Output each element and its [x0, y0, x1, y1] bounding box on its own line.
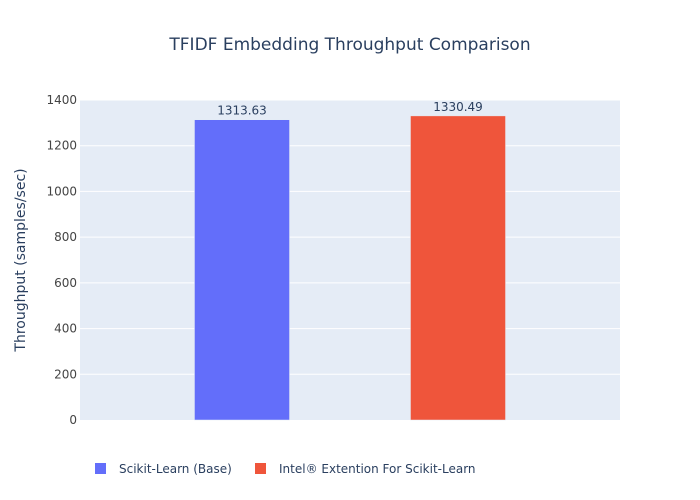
bar-value-label: 1330.49 — [433, 100, 483, 114]
legend-label: Intel® Extention For Scikit-Learn — [279, 462, 476, 476]
legend-label: Scikit-Learn (Base) — [119, 462, 232, 476]
y-tick-label: 1400 — [46, 93, 77, 107]
bar-scikit-learn-base[interactable] — [194, 119, 290, 421]
y-tick-label: 800 — [54, 230, 77, 244]
plot-area — [80, 100, 620, 420]
y-axis-ticks: 0 200 400 600 800 1000 1200 1400 — [46, 93, 77, 427]
legend-swatch — [255, 463, 266, 474]
y-tick-label: 1000 — [46, 184, 77, 198]
y-tick-label: 0 — [69, 413, 77, 427]
legend[interactable]: Scikit-Learn (Base) Intel® Extention For … — [95, 462, 476, 476]
y-tick-label: 600 — [54, 276, 77, 290]
legend-item[interactable]: Scikit-Learn (Base) — [95, 462, 232, 476]
legend-swatch — [95, 463, 106, 474]
y-tick-label: 1200 — [46, 139, 77, 153]
grid-lines — [80, 99, 620, 375]
bars — [194, 115, 506, 421]
y-tick-label: 200 — [54, 367, 77, 381]
y-axis-label: Throughput (samples/sec) — [13, 168, 29, 352]
y-tick-label: 400 — [54, 322, 77, 336]
bar-labels: 1313.63 1330.49 — [217, 100, 483, 118]
chart-title: TFIDF Embedding Throughput Comparison — [168, 35, 530, 55]
legend-item[interactable]: Intel® Extention For Scikit-Learn — [255, 462, 476, 476]
bar-intel-extension[interactable] — [410, 115, 506, 421]
bar-value-label: 1313.63 — [217, 104, 267, 118]
